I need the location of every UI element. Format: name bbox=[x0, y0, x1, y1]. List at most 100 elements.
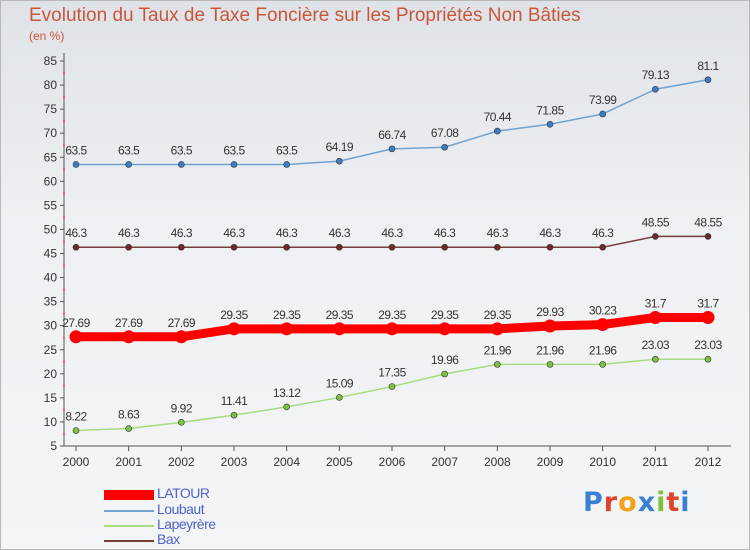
data-label-latour: 31.7 bbox=[697, 297, 719, 311]
data-label-latour: 29.35 bbox=[326, 308, 354, 322]
y-minor-tick bbox=[63, 96, 65, 98]
data-label-lapeyrre: 15.09 bbox=[326, 376, 354, 390]
data-label-latour: 29.35 bbox=[484, 308, 512, 322]
data-point-latour bbox=[385, 322, 399, 336]
data-point-loubaut bbox=[546, 120, 554, 128]
data-point-loubaut bbox=[388, 145, 396, 153]
data-point-bax bbox=[72, 243, 80, 251]
data-point-latour bbox=[543, 319, 557, 333]
y-tick-label: 20 bbox=[44, 367, 58, 381]
data-point-lapeyrre bbox=[441, 370, 448, 378]
y-minor-tick bbox=[63, 360, 65, 363]
data-label-lapeyrre: 11.41 bbox=[221, 394, 248, 408]
x-tick-label: 2002 bbox=[168, 455, 195, 469]
data-label-loubaut: 67.08 bbox=[431, 126, 459, 140]
y-tick-label: 30 bbox=[44, 319, 58, 333]
data-point-loubaut bbox=[178, 161, 185, 168]
data-point-lapeyrre bbox=[230, 411, 238, 419]
x-tick-label: 2009 bbox=[537, 455, 564, 469]
data-point-lapeyrre bbox=[494, 361, 501, 368]
data-label-loubaut: 63.5 bbox=[118, 143, 140, 157]
x-tick-label: 2006 bbox=[379, 455, 406, 469]
data-point-loubaut bbox=[704, 76, 712, 84]
data-point-bax bbox=[178, 243, 185, 251]
data-point-bax bbox=[230, 243, 238, 251]
y-tick-label: 15 bbox=[44, 391, 58, 405]
data-point-bax bbox=[652, 233, 659, 240]
data-point-loubaut bbox=[72, 161, 80, 168]
data-point-lapeyrre bbox=[388, 383, 396, 390]
data-point-latour bbox=[280, 322, 294, 336]
data-label-bax: 46.3 bbox=[434, 226, 456, 240]
data-label-loubaut: 64.19 bbox=[326, 140, 354, 154]
x-tick-label: 2005 bbox=[326, 455, 353, 469]
data-label-bax: 46.3 bbox=[223, 226, 245, 240]
y-minor-tick bbox=[63, 120, 65, 123]
y-tick-label: 45 bbox=[44, 247, 58, 261]
data-point-bax bbox=[704, 233, 712, 240]
y-tick-label: 80 bbox=[44, 78, 58, 92]
data-label-lapeyrre: 8.22 bbox=[65, 410, 87, 424]
data-point-latour bbox=[174, 330, 188, 344]
data-label-loubaut: 81.1 bbox=[697, 59, 719, 73]
y-tick-label: 60 bbox=[44, 174, 58, 188]
y-minor-tick bbox=[63, 433, 65, 435]
data-label-loubaut: 70.44 bbox=[484, 110, 512, 124]
data-point-loubaut bbox=[283, 161, 290, 168]
y-minor-tick bbox=[63, 168, 65, 171]
data-point-lapeyrre bbox=[704, 355, 712, 363]
data-label-lapeyrre: 17.35 bbox=[378, 366, 406, 380]
x-tick-label: 2007 bbox=[431, 455, 458, 469]
y-tick-label: 55 bbox=[44, 198, 58, 212]
data-point-bax bbox=[336, 243, 343, 251]
data-label-lapeyrre: 21.96 bbox=[589, 343, 617, 357]
data-point-lapeyrre bbox=[599, 361, 606, 368]
data-label-latour: 29.35 bbox=[378, 308, 406, 322]
data-point-loubaut bbox=[494, 127, 501, 135]
data-label-bax: 46.3 bbox=[329, 226, 351, 240]
data-point-loubaut bbox=[230, 161, 238, 168]
y-minor-tick bbox=[63, 409, 65, 411]
legend-swatch-lapeyrere bbox=[104, 525, 154, 527]
legend-swatch-bax bbox=[104, 540, 154, 542]
y-tick-label: 40 bbox=[44, 271, 58, 285]
data-label-bax: 46.3 bbox=[65, 226, 87, 240]
x-tick-label: 2004 bbox=[273, 455, 300, 469]
data-point-loubaut bbox=[599, 110, 606, 118]
data-label-lapeyrre: 13.12 bbox=[273, 386, 301, 400]
data-label-bax: 46.3 bbox=[592, 226, 614, 240]
data-label-loubaut: 71.85 bbox=[536, 103, 564, 117]
data-label-latour: 29.93 bbox=[536, 305, 564, 319]
data-label-lapeyrre: 21.96 bbox=[536, 343, 564, 357]
proxiti-logo: Proxiti bbox=[583, 487, 691, 518]
data-label-latour: 27.69 bbox=[115, 316, 143, 330]
data-label-loubaut: 73.99 bbox=[589, 93, 617, 107]
data-label-bax: 46.3 bbox=[171, 226, 193, 240]
y-minor-tick bbox=[63, 312, 65, 315]
data-label-bax: 46.3 bbox=[487, 226, 509, 240]
data-point-bax bbox=[441, 243, 448, 251]
data-point-lapeyrre bbox=[336, 394, 343, 401]
y-minor-tick bbox=[63, 192, 65, 195]
data-point-loubaut bbox=[336, 157, 343, 165]
y-tick-label: 85 bbox=[44, 54, 58, 68]
data-point-bax bbox=[599, 243, 606, 251]
data-point-lapeyrre bbox=[546, 361, 554, 368]
data-point-lapeyrre bbox=[178, 419, 185, 426]
data-label-loubaut: 63.5 bbox=[223, 143, 245, 157]
legend-label-bax: Bax bbox=[157, 531, 180, 547]
data-point-latour bbox=[648, 311, 662, 325]
y-tick-label: 50 bbox=[44, 222, 58, 236]
data-point-lapeyrre bbox=[72, 427, 80, 434]
y-tick-label: 35 bbox=[44, 295, 58, 309]
data-label-loubaut: 79.13 bbox=[642, 68, 670, 82]
x-tick-label: 2010 bbox=[589, 455, 616, 469]
data-point-bax bbox=[546, 243, 554, 251]
y-tick-label: 75 bbox=[44, 102, 58, 116]
data-label-lapeyrre: 19.96 bbox=[431, 353, 459, 367]
data-label-latour: 27.69 bbox=[62, 316, 90, 330]
data-point-latour bbox=[490, 322, 504, 336]
y-minor-tick bbox=[63, 336, 65, 339]
data-point-loubaut bbox=[652, 85, 659, 93]
